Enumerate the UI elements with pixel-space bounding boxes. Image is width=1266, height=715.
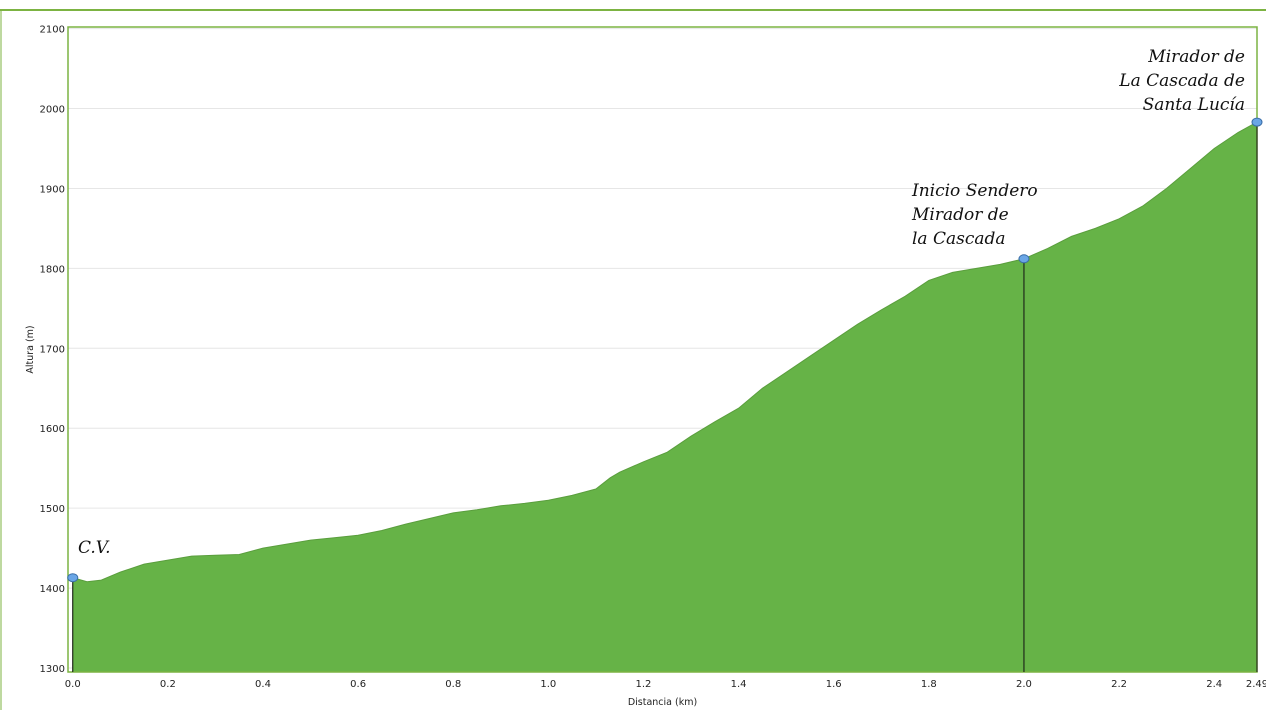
annotation-marker: [1018, 254, 1030, 264]
x-tick-labels: 0.0 0.2 0.4 0.6 0.8 1.0 1.2 1.4 1.6 1.8 2.0 2.2 2.4 2…: [65, 679, 1266, 690]
x-tick-label: 1.6: [826, 679, 842, 690]
x-tick-label: 1.4: [731, 679, 747, 690]
y-tick-label: 1500: [40, 504, 65, 515]
x-tick-label: 1.0: [540, 679, 556, 690]
y-axis-title: Altura (m): [25, 325, 36, 373]
annotation-label: Mirador de: [911, 205, 1009, 225]
annotation-label: La Cascada de: [1118, 71, 1245, 91]
annotation-marker: [1251, 117, 1263, 127]
elevation-fill: [72, 121, 1258, 673]
x-tick-label: 2.2: [1111, 679, 1127, 690]
y-tick-label: 1600: [40, 424, 65, 435]
y-tick-label: 2100: [40, 25, 65, 36]
annotation-label: Mirador de: [1147, 47, 1245, 67]
annotation-label: la Cascada: [912, 229, 1006, 249]
y-tick-label: 1700: [40, 344, 65, 355]
y-tick-label: 1900: [40, 184, 65, 195]
elevation-area: [72, 121, 1258, 673]
x-tick-label: 2.0: [1016, 679, 1032, 690]
annotation-label: Inicio Sendero: [911, 181, 1038, 201]
annotations: C.V. Inicio Sendero Mirador de la Cascada Mi…: [67, 47, 1263, 672]
x-tick-label: 2.4: [1206, 679, 1222, 690]
x-tick-label: 0.6: [350, 679, 366, 690]
annotation-label: C.V.: [78, 538, 111, 558]
annotation-marker: [67, 573, 79, 583]
y-tick-label: 1300: [40, 664, 65, 675]
y-tick-label: 1800: [40, 264, 65, 275]
y-tick-label: 1400: [40, 584, 65, 595]
x-tick-label: 0.2: [160, 679, 176, 690]
x-tick-label: 0.8: [445, 679, 461, 690]
x-axis-title: Distancia (km): [628, 697, 697, 708]
top-border: [0, 9, 1266, 710]
x-tick-label: 1.8: [921, 679, 937, 690]
x-tick-label: 1.2: [636, 679, 652, 690]
x-tick-label: 2.49: [1246, 679, 1266, 690]
y-tick-labels: 1300 1400 1500 1600 1700 1800 1900 2000 2100: [40, 25, 65, 675]
annotation-label: Santa Lucía: [1143, 95, 1245, 115]
y-tick-label: 2000: [40, 105, 65, 116]
x-tick-label: 0.0: [65, 679, 81, 690]
x-tick-label: 0.4: [255, 679, 271, 690]
